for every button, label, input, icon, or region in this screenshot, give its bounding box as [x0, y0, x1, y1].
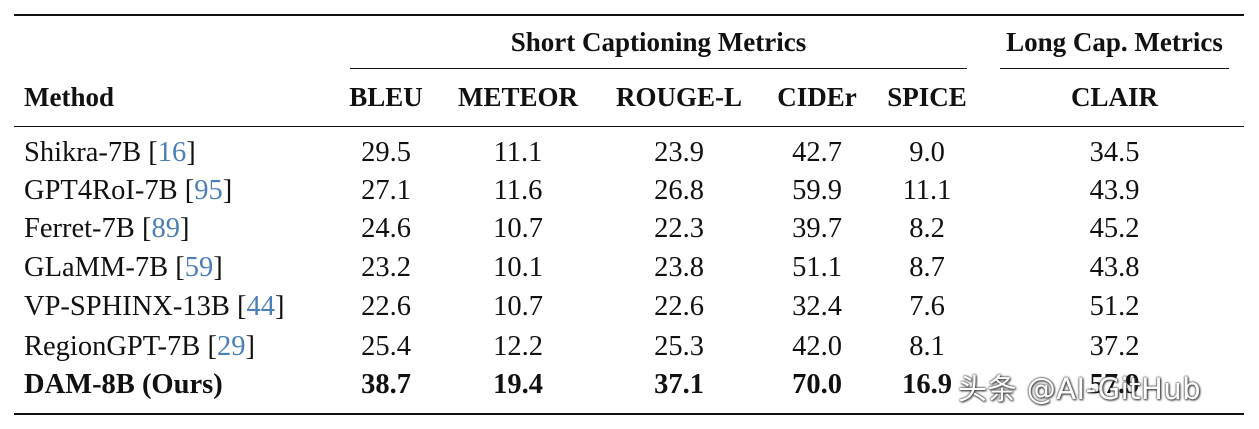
table-row-method: GPT4RoI-7B [95] [24, 175, 233, 206]
cell-clair: 57.9 [1089, 369, 1140, 400]
cell-bleu: 29.5 [361, 137, 411, 168]
method-name: VP-SPHINX-13B [24, 291, 230, 322]
cell-rouge-l: 22.3 [654, 213, 704, 244]
short-captioning-group-header: Short Captioning Metrics [510, 27, 807, 57]
table-row-method: VP-SPHINX-13B [44] [24, 291, 285, 322]
method-name: GLaMM-7B [24, 252, 169, 283]
column-header-bleu: BLEU [349, 82, 423, 112]
cell-bleu: 24.6 [361, 213, 411, 244]
bottom-rule [14, 413, 1244, 415]
cell-rouge-l: 25.3 [654, 331, 704, 362]
cell-spice: 11.1 [902, 175, 952, 206]
cell-cider: 51.1 [792, 252, 842, 283]
cell-bleu: 38.7 [361, 369, 411, 400]
watermark: 头条 @AI-GitHub [958, 372, 1202, 406]
column-header-spice: SPICE [887, 82, 967, 112]
cell-cider: 32.4 [792, 291, 842, 322]
cell-clair: 37.2 [1089, 331, 1140, 362]
cell-clair: 34.5 [1089, 137, 1140, 168]
cell-meteor: 12.2 [493, 331, 543, 362]
citation-link[interactable]: 89 [151, 213, 180, 244]
table-row-method: RegionGPT-7B [29] [24, 331, 255, 362]
cell-cider: 59.9 [792, 175, 842, 206]
cell-rouge-l: 23.8 [654, 252, 704, 283]
citation-link[interactable]: 16 [157, 137, 187, 168]
cell-rouge-l: 37.1 [654, 369, 704, 400]
table-row-method: Ferret-7B [89] [24, 213, 190, 244]
table-row-method: GLaMM-7B [59] [24, 252, 223, 283]
cell-cider: 70.0 [792, 369, 842, 400]
cell-clair: 43.8 [1089, 252, 1140, 283]
method-name: Ferret-7B [24, 213, 135, 244]
table-row-method: DAM-8B (Ours) [24, 369, 223, 400]
column-header-clair: CLAIR [1070, 82, 1158, 112]
column-header-cider: CIDEr [777, 82, 857, 112]
method-name: Shikra-7B [24, 137, 142, 168]
header-rule [14, 126, 1244, 127]
method-name: GPT4RoI-7B [24, 175, 178, 206]
column-header-method: Method [24, 82, 114, 112]
cell-bleu: 22.6 [361, 291, 411, 322]
cell-clair: 45.2 [1089, 213, 1140, 244]
method-name: DAM-8B (Ours) [24, 369, 223, 400]
long-group-underline [1000, 68, 1229, 69]
cell-clair: 51.2 [1089, 291, 1140, 322]
table-row-method: Shikra-7B [16] [24, 137, 196, 168]
cell-meteor: 10.7 [493, 291, 543, 322]
cell-spice: 9.0 [909, 137, 945, 168]
citation-link[interactable]: 95 [194, 175, 223, 206]
cell-spice: 8.7 [909, 252, 945, 283]
cell-rouge-l: 23.9 [654, 137, 704, 168]
cell-spice: 7.6 [909, 291, 945, 322]
cell-meteor: 19.4 [493, 369, 543, 400]
column-header-meteor: METEOR [457, 82, 578, 112]
cell-cider: 39.7 [792, 213, 842, 244]
cell-meteor: 10.7 [493, 213, 543, 244]
cell-meteor: 10.1 [493, 252, 543, 283]
short-group-underline [350, 68, 967, 69]
cell-meteor: 11.1 [493, 137, 543, 168]
cell-spice: 16.9 [902, 369, 952, 400]
citation-link[interactable]: 59 [184, 252, 214, 283]
cell-rouge-l: 26.8 [654, 175, 704, 206]
cell-spice: 8.2 [909, 213, 945, 244]
cell-bleu: 25.4 [361, 331, 411, 362]
method-name: RegionGPT-7B [24, 331, 201, 362]
cell-rouge-l: 22.6 [654, 291, 704, 322]
cell-cider: 42.0 [792, 331, 842, 362]
cell-clair: 43.9 [1089, 175, 1140, 206]
citation-link[interactable]: 29 [216, 331, 246, 362]
cell-bleu: 27.1 [361, 175, 411, 206]
cell-meteor: 11.6 [493, 175, 543, 206]
cell-cider: 42.7 [792, 137, 842, 168]
citation-link[interactable]: 44 [246, 291, 276, 322]
cell-bleu: 23.2 [361, 252, 411, 283]
long-captioning-group-header: Long Cap. Metrics [1006, 27, 1223, 57]
column-header-rouge-l: ROUGE-L [615, 82, 742, 112]
top-rule [14, 14, 1244, 16]
cell-spice: 8.1 [909, 331, 945, 362]
